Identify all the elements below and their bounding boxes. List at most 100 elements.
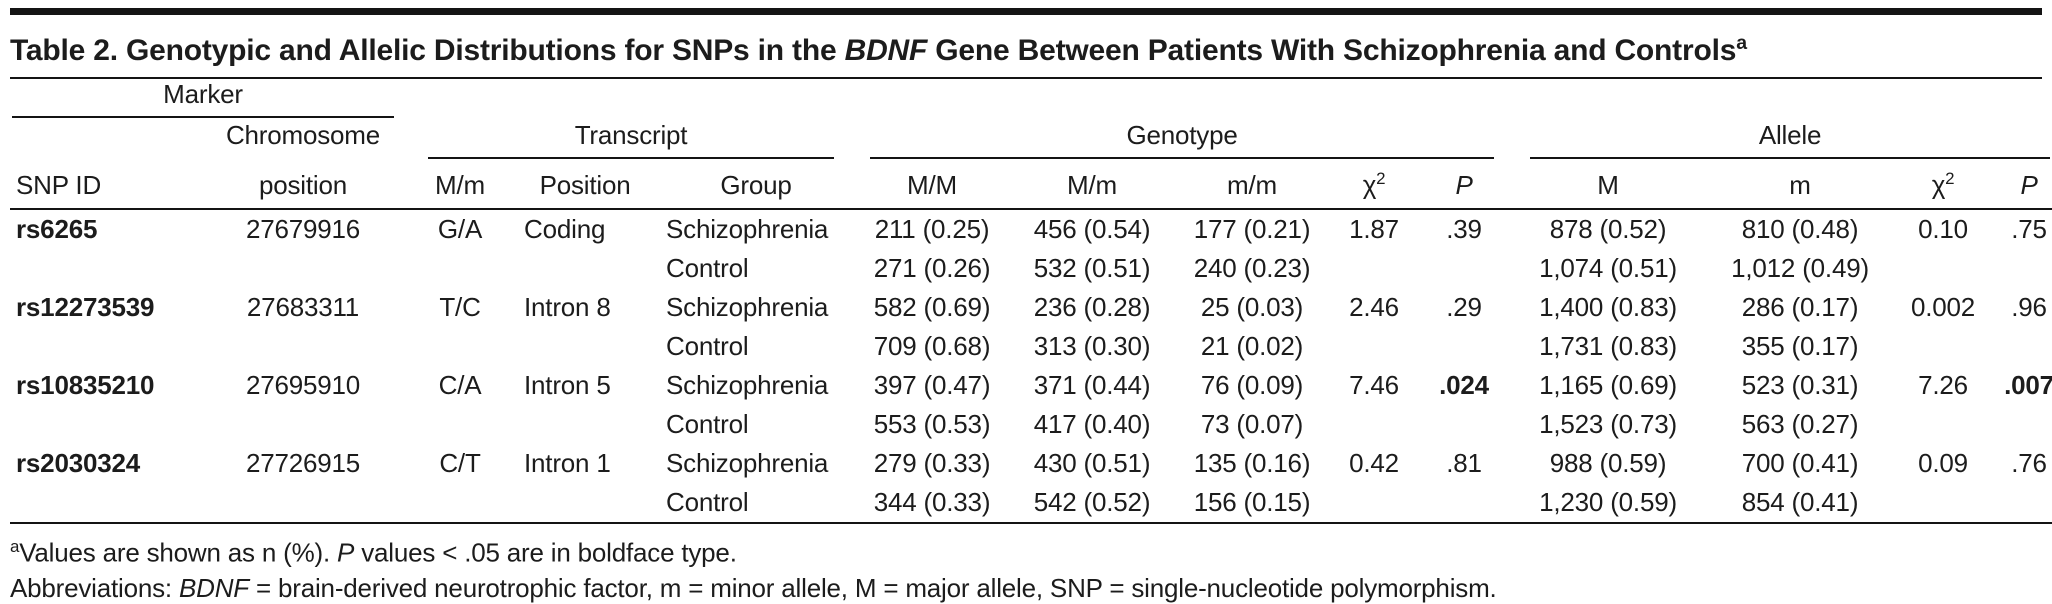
table-cell (410, 405, 510, 444)
table-cell: rs2030324 (16, 447, 140, 478)
table-cell: .024 (1439, 369, 1489, 400)
table-cell: 27679916 (245, 213, 361, 244)
table-cell: 1,400 (0.83) (1539, 291, 1677, 322)
table-cell: 582 (0.69) (873, 291, 991, 322)
abbrev-text: = brain-derived neurotrophic factor, m =… (248, 573, 1497, 604)
table-cell: Coding (524, 213, 606, 244)
table-cell: Control (666, 408, 749, 439)
table-row: Control 271 (0.26) 532 (0.51) 240 (0.23) 1,0… (10, 249, 2052, 288)
marker-spanner: Marker (10, 79, 410, 118)
table-cell: 563 (0.27) (1741, 408, 1859, 439)
table-body: rs6265 27679916 G/A Coding Schizophrenia 211 … (10, 209, 2052, 524)
title-gene-italic: BDNF (844, 34, 928, 67)
table-cell: 810 (0.48) (1741, 213, 1859, 244)
col-header-position: Position (510, 159, 661, 210)
table-cell: 0.42 (1349, 447, 1399, 478)
table-cell (510, 327, 660, 366)
table-cell: 371 (0.44) (1033, 369, 1151, 400)
table-cell (1332, 482, 1417, 524)
title-footnote-mark: a (1736, 32, 1747, 54)
table-cell (1416, 327, 1512, 366)
table-cell (410, 482, 511, 524)
table-cell (1896, 327, 1990, 366)
table-cell: 73 (0.07) (1200, 408, 1304, 439)
table-cell: Intron 5 (524, 369, 611, 400)
table-row: rs6265 27679916 G/A Coding Schizophrenia 211 … (10, 209, 2052, 249)
footnote-text: values < .05 are in boldface type. (354, 537, 737, 568)
table-cell: 76 (0.09) (1200, 369, 1304, 400)
table-cell: 1,731 (0.83) (1539, 330, 1677, 361)
col-header-transcript-mm: M/m (410, 159, 511, 210)
table-cell: 988 (0.59) (1549, 447, 1667, 478)
table-cell: .29 (1446, 291, 1482, 322)
genotype-spanner: Genotype (852, 118, 1512, 159)
col-header-genotype-Mm: M/m (1012, 159, 1173, 210)
table-cell: 0.09 (1918, 447, 1968, 478)
table-cell: Control (666, 252, 749, 283)
table-cell: 397 (0.47) (873, 369, 991, 400)
table-cell (410, 327, 510, 366)
table-header: Marker Chromosome Transcript Genotype Al… (10, 79, 2052, 210)
table-cell (410, 249, 510, 288)
footnote-p-italic: P (337, 537, 355, 568)
footnote-abbreviations: Abbreviations: BDNF = brain-derived neur… (10, 570, 2042, 604)
table-cell: 27683311 (246, 291, 360, 322)
table-footnotes: aValues are shown as n (%). P values < .… (10, 529, 2042, 604)
table-cell (10, 249, 196, 288)
col-header-chromosome-position: position (196, 159, 411, 210)
abbrev-label: Abbreviations: (10, 573, 179, 604)
table-cell: 523 (0.31) (1741, 369, 1859, 400)
table-cell (1990, 249, 2052, 288)
table-cell: 25 (0.03) (1200, 291, 1304, 322)
table-cell: G/A (437, 213, 483, 244)
header-row-columns: SNP ID position M/m Position Group M/M M… (10, 159, 2052, 210)
allele-spanner: Allele (1512, 118, 2052, 159)
table-cell: 878 (0.52) (1549, 213, 1667, 244)
table-row: Control 553 (0.53) 417 (0.40) 73 (0.07) 1,52… (10, 405, 2052, 444)
table-cell: 0.10 (1918, 213, 1968, 244)
table-cell: 1,074 (0.51) (1539, 252, 1677, 283)
col-header-allele-p: P (1990, 159, 2052, 210)
header-row-spanner-marker: Marker (10, 79, 2052, 118)
chi-superscript: 2 (1945, 169, 1955, 188)
table-row: Control 709 (0.68) 313 (0.30) 21 (0.02) 1,73… (10, 327, 2052, 366)
table-top-bar (10, 8, 2042, 15)
table-cell: 236 (0.28) (1033, 291, 1151, 322)
table-cell (1332, 327, 1416, 366)
table-cell: 7.46 (1349, 369, 1399, 400)
table-cell: 430 (0.51) (1033, 447, 1151, 478)
table-row: rs12273539 27683311 T/C Intron 8 Schizophren… (10, 288, 2052, 327)
abbrev-gene-italic: BDNF (178, 573, 249, 604)
snp-distribution-table: Marker Chromosome Transcript Genotype Al… (10, 79, 2052, 524)
chi-superscript: 2 (1376, 169, 1386, 188)
table-cell: 553 (0.53) (873, 408, 991, 439)
table-cell: 532 (0.51) (1033, 252, 1151, 283)
table-cell: .81 (1446, 447, 1482, 478)
col-header-genotype-MM: M/M (852, 159, 1013, 210)
table-cell (1990, 405, 2052, 444)
genotype-spanner-label: Genotype (870, 120, 1495, 159)
header-row-spanners: Chromosome Transcript Genotype Allele (10, 118, 2052, 159)
table-cell: 27695910 (245, 369, 361, 400)
col-header-group: Group (660, 159, 853, 210)
table-cell (196, 405, 410, 444)
table-cell: Schizophrenia (666, 291, 829, 322)
table-cell: Schizophrenia (666, 447, 829, 478)
table-cell: 211 (0.25) (874, 213, 990, 244)
table-cell: Schizophrenia (666, 213, 829, 244)
table-cell (10, 327, 196, 366)
col-header-genotype-chi2: χ2 (1332, 159, 1417, 210)
spacer-cell (410, 79, 2052, 118)
table-cell: 1,165 (0.69) (1539, 369, 1677, 400)
table-cell: 700 (0.41) (1741, 447, 1859, 478)
table-cell (1896, 249, 1990, 288)
table-cell: T/C (439, 291, 481, 322)
table-cell: 156 (0.15) (1172, 482, 1333, 524)
table-cell (1416, 249, 1512, 288)
table-cell: 27726915 (245, 447, 361, 478)
table-cell: 271 (0.26) (873, 252, 991, 283)
table-title: Table 2. Genotypic and Allelic Distribut… (10, 20, 2042, 79)
table-cell (1332, 405, 1416, 444)
table-row: rs10835210 27695910 C/A Intron 5 Schizophren… (10, 366, 2052, 405)
